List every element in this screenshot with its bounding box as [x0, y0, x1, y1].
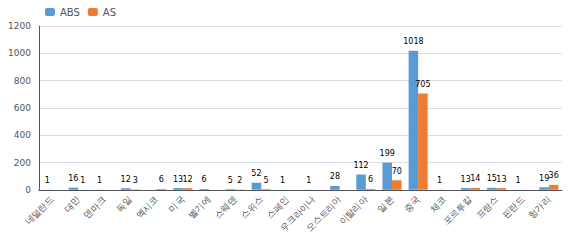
svg-text:16: 16: [68, 174, 78, 183]
svg-text:프랑스: 프랑스: [474, 194, 500, 220]
svg-text:12: 12: [121, 175, 131, 184]
svg-text:우크라이나: 우크라이나: [278, 194, 318, 234]
svg-text:199: 199: [380, 149, 395, 158]
svg-text:1000: 1000: [8, 48, 31, 58]
svg-text:112: 112: [353, 161, 368, 170]
svg-text:멕시코: 멕시코: [134, 194, 160, 220]
svg-text:12: 12: [182, 175, 192, 184]
svg-text:ABS: ABS: [60, 7, 80, 18]
svg-text:1018: 1018: [403, 37, 423, 46]
svg-text:600: 600: [14, 103, 31, 113]
svg-text:벨기에: 벨기에: [186, 194, 212, 220]
svg-text:이탈리아: 이탈리아: [337, 194, 370, 227]
svg-text:14: 14: [470, 174, 480, 183]
svg-text:덴마크: 덴마크: [82, 194, 108, 220]
svg-text:70: 70: [392, 167, 402, 176]
svg-text:1200: 1200: [8, 21, 31, 31]
svg-text:대만: 대만: [62, 194, 82, 214]
svg-text:1: 1: [515, 176, 520, 185]
svg-text:400: 400: [14, 130, 31, 140]
svg-text:6: 6: [368, 175, 373, 184]
svg-text:13: 13: [496, 175, 506, 184]
svg-text:1: 1: [306, 176, 311, 185]
svg-text:5: 5: [228, 176, 233, 185]
svg-text:1: 1: [97, 176, 102, 185]
svg-text:13: 13: [460, 174, 471, 184]
svg-text:705: 705: [415, 80, 430, 89]
svg-text:독일: 독일: [114, 194, 134, 214]
svg-text:스위스: 스위스: [239, 194, 265, 220]
svg-text:3: 3: [133, 176, 138, 185]
svg-text:36: 36: [549, 171, 559, 180]
svg-text:5: 5: [263, 176, 268, 185]
svg-text:스웨덴: 스웨덴: [212, 194, 238, 220]
svg-text:28: 28: [330, 172, 340, 181]
svg-text:52: 52: [251, 169, 261, 178]
svg-text:1: 1: [45, 176, 50, 185]
svg-text:포르투칼: 포르투칼: [441, 194, 474, 227]
svg-text:일본: 일본: [376, 194, 396, 214]
svg-text:스페인: 스페인: [264, 194, 291, 221]
svg-text:오스트리아: 오스트리아: [304, 194, 343, 233]
svg-text:1: 1: [437, 176, 442, 185]
svg-text:2: 2: [237, 176, 242, 185]
svg-text:15: 15: [486, 174, 497, 184]
svg-text:중국: 중국: [402, 194, 422, 214]
svg-text:미국: 미국: [166, 194, 186, 214]
svg-text:6: 6: [159, 175, 164, 184]
svg-text:19: 19: [539, 173, 550, 183]
svg-text:6: 6: [202, 175, 207, 184]
svg-text:1: 1: [280, 176, 285, 185]
svg-text:13: 13: [172, 174, 184, 184]
svg-text:네덜란드: 네덜란드: [23, 194, 56, 227]
svg-text:체코: 체코: [428, 194, 448, 214]
svg-text:0: 0: [25, 185, 31, 195]
svg-text:핀란드: 핀란드: [500, 194, 526, 220]
svg-text:헝가리: 헝가리: [526, 194, 552, 220]
svg-text:800: 800: [14, 76, 31, 86]
svg-text:1: 1: [80, 176, 85, 185]
svg-text:200: 200: [14, 158, 31, 168]
svg-text:AS: AS: [103, 7, 116, 18]
